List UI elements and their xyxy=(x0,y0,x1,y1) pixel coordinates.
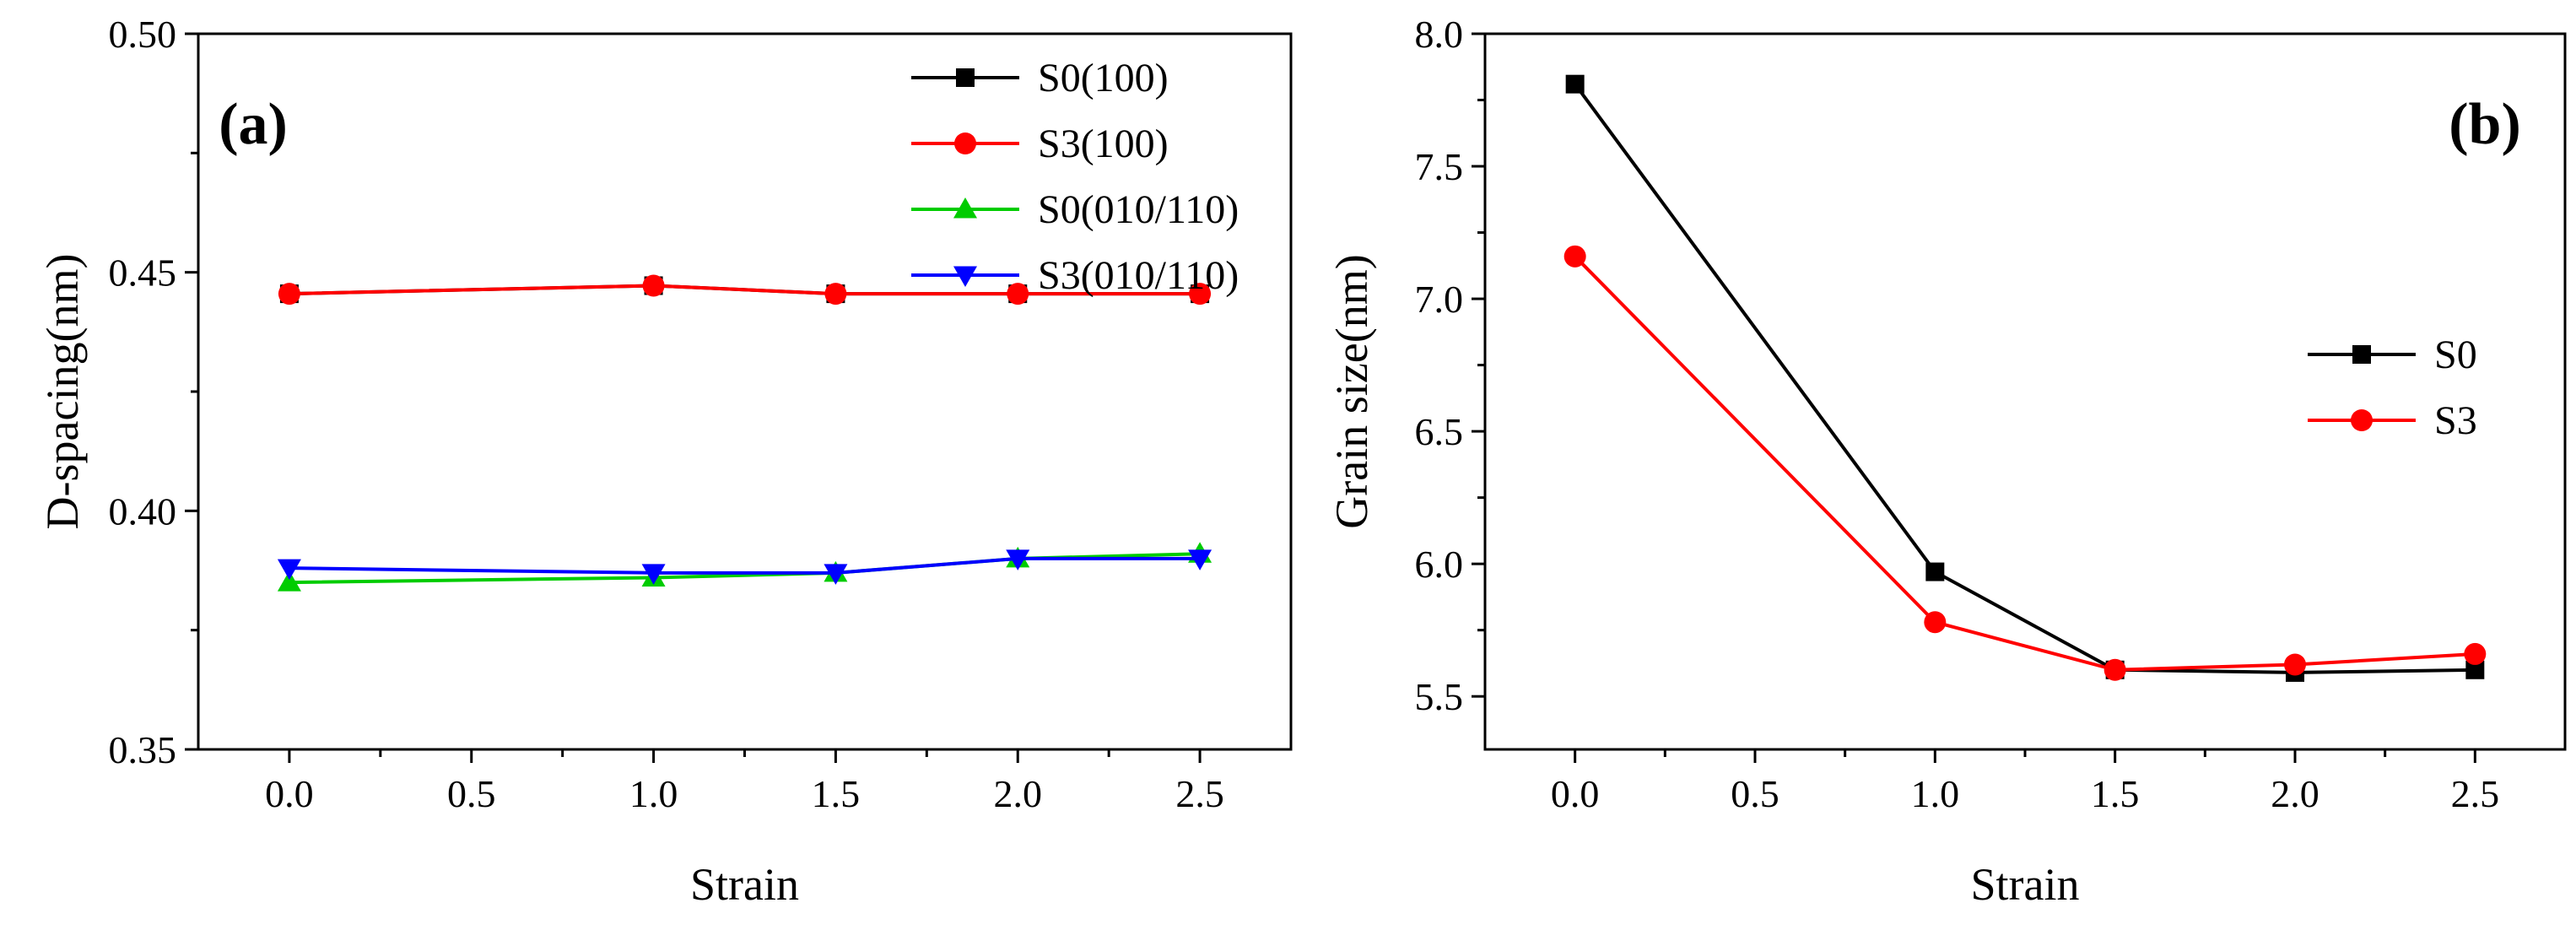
data-point-S0 xyxy=(1925,562,1945,581)
y-axis-title: D-spacing(nm) xyxy=(37,254,88,530)
y-tick-label: 0.50 xyxy=(109,13,177,56)
data-point-S3(010/110) xyxy=(1188,549,1212,570)
legend-marker xyxy=(953,266,977,287)
x-tick-label: 1.0 xyxy=(1911,772,1960,815)
legend-label: S0 xyxy=(2434,333,2477,377)
y-tick-label: 8.0 xyxy=(1415,13,1464,56)
y-tick-label: 0.35 xyxy=(109,728,177,771)
data-point-S0(010/110) xyxy=(277,570,301,592)
data-point-S3(100) xyxy=(824,283,847,305)
y-tick-label: 0.40 xyxy=(109,489,177,533)
y-axis-title: Grain size(nm) xyxy=(1326,254,1377,528)
legend-label: S0(100) xyxy=(1038,56,1169,100)
panel-label: (a) xyxy=(219,92,288,157)
y-tick-label: 6.0 xyxy=(1415,543,1464,586)
data-point-S3(010/110) xyxy=(641,564,666,585)
legend-label: S3(010/110) xyxy=(1038,253,1239,298)
x-tick-label: 0.5 xyxy=(1731,772,1779,815)
legend-marker xyxy=(2351,409,2373,431)
legend-marker xyxy=(956,68,975,87)
y-tick-label: 7.0 xyxy=(1415,278,1464,321)
data-point-S0 xyxy=(2465,660,2485,679)
legend-label: S3 xyxy=(2434,398,2477,443)
legend-label: S0(010/110) xyxy=(1038,187,1239,232)
x-tick-label: 0.0 xyxy=(265,772,314,815)
x-tick-label: 1.5 xyxy=(2091,772,2140,815)
data-point-S3(100) xyxy=(1007,283,1029,305)
legend-marker xyxy=(2352,345,2371,364)
panel-label: (b) xyxy=(2449,92,2521,157)
x-tick-label: 2.5 xyxy=(1175,772,1224,815)
x-tick-label: 2.0 xyxy=(994,772,1043,815)
data-point-S3(100) xyxy=(1189,283,1212,305)
x-tick-label: 0.0 xyxy=(1551,772,1600,815)
data-point-S3 xyxy=(2103,658,2126,681)
x-tick-label: 1.0 xyxy=(629,772,678,815)
panel-a: 0.0 0.5 1.0 1.5 2.0 2.5 0.35 0.40 0.45 0.50 Strain… xyxy=(37,13,1293,910)
y-tick-label: 5.5 xyxy=(1415,675,1464,718)
data-point-S3 xyxy=(1563,245,1586,268)
data-point-S3(010/110) xyxy=(824,564,848,585)
data-point-S3(010/110) xyxy=(277,559,301,581)
x-tick-label: 1.5 xyxy=(812,772,861,815)
data-point-S3(100) xyxy=(278,283,300,305)
x-axis-title: Strain xyxy=(1971,859,2080,910)
x-tick-label: 2.5 xyxy=(2451,772,2500,815)
y-tick-label: 6.5 xyxy=(1415,410,1464,453)
data-point-S3 xyxy=(2464,642,2487,665)
data-point-S3(010/110) xyxy=(1006,549,1030,570)
legend-label: S3(100) xyxy=(1038,122,1169,166)
y-tick-label: 7.5 xyxy=(1415,145,1464,188)
data-point-S3 xyxy=(1924,611,1947,634)
x-tick-label: 2.0 xyxy=(2271,772,2319,815)
x-axis-title: Strain xyxy=(690,859,799,910)
data-point-S0 xyxy=(1565,74,1585,94)
x-tick-label: 0.5 xyxy=(447,772,496,815)
legend-marker xyxy=(953,197,977,219)
y-tick-label: 0.45 xyxy=(109,251,177,295)
data-point-S3 xyxy=(2284,653,2306,676)
data-point-S3(100) xyxy=(642,274,665,297)
panel-b: 0.0 0.5 1.0 1.5 2.0 2.5 5.5 6.0 6.5 7.0 7.5 8.0 Stra… xyxy=(1326,13,2567,910)
legend-marker xyxy=(954,132,976,154)
